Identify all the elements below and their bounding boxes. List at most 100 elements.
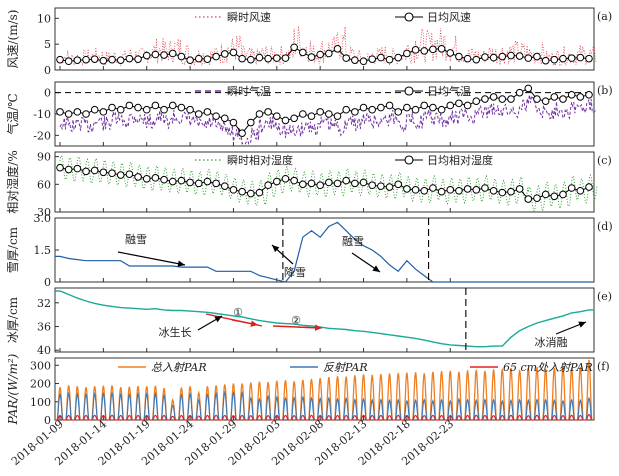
temp-daily-point: [455, 99, 463, 108]
rh-daily-point: [238, 187, 246, 196]
temp-daily-point: [507, 95, 515, 103]
rh-daily-point: [264, 181, 272, 190]
wind-daily-point: [203, 55, 212, 63]
temp-daily-point: [351, 108, 359, 116]
ice-melt-arrow-head: [578, 321, 586, 328]
temp-daily-point: [82, 110, 90, 118]
legend-f-1-label: 总入射PAR: [151, 361, 207, 374]
snow-melt-label-2: 融雪: [342, 235, 364, 248]
ice-phase-1-arrow-head: [250, 320, 258, 327]
temp-daily-point: [576, 93, 585, 101]
wind-daily-point: [220, 50, 229, 58]
temp-instant-line: [59, 94, 597, 145]
wind-daily-point: [168, 49, 177, 58]
temp-daily-point: [125, 101, 134, 110]
legend-c-daily-label: 日均相对湿度: [427, 153, 493, 167]
panel-b-ytick-label: -10: [33, 108, 51, 121]
snow-melt-arrow-2-head: [372, 265, 380, 272]
rh-daily-point: [446, 186, 455, 194]
legend-a-instant-label: 瞬时风速: [227, 11, 271, 24]
panel-c-ytick-label: 30: [37, 206, 51, 219]
temp-daily-point: [177, 103, 186, 112]
rh-daily-point: [429, 184, 437, 192]
wind-daily-point: [403, 49, 411, 58]
wind-daily-point: [99, 56, 108, 65]
wind-daily-point: [325, 49, 333, 58]
wind-daily-point: [64, 57, 73, 66]
wind-daily-point: [264, 54, 272, 63]
wind-daily-point: [316, 50, 324, 59]
snow-melt-label-1: 融雪: [125, 233, 147, 246]
snowfall-label: 降雪: [284, 265, 306, 279]
temp-daily-point: [385, 101, 394, 110]
rh-daily-point: [515, 185, 524, 193]
temp-daily-point: [420, 101, 429, 110]
temp-daily-point: [446, 101, 455, 110]
panel-b-ytick-label: -20: [33, 129, 51, 142]
rh-daily-point: [229, 186, 238, 194]
wind-daily-point: [342, 54, 350, 62]
wind-daily-point: [238, 54, 246, 63]
temp-daily-point: [463, 101, 472, 110]
panel-f-letter: (f): [597, 360, 610, 373]
wind-daily-point: [108, 55, 116, 64]
wind-daily-point: [82, 55, 90, 64]
panel-c-ytick-label: 90: [37, 151, 51, 164]
rh-daily-point: [273, 177, 281, 186]
panel-e-frame: [54, 287, 595, 353]
rh-daily-point: [56, 163, 64, 172]
wind-daily-point: [255, 53, 264, 62]
rh-daily-point: [220, 182, 229, 190]
temp-daily-point: [394, 108, 403, 116]
wind-daily-point: [498, 52, 507, 61]
rh-daily-point: [403, 185, 411, 193]
rh-daily-point: [99, 168, 108, 177]
panel-b-frame: [54, 81, 595, 147]
temp-daily-point: [411, 105, 420, 114]
rh-daily-point: [134, 173, 142, 181]
rh-daily-point: [489, 186, 498, 195]
wind-daily-point: [90, 55, 99, 63]
wind-daily-point: [333, 45, 342, 53]
temp-daily-point: [541, 97, 550, 105]
rh-daily-point: [455, 186, 463, 195]
rh-daily-point: [559, 190, 567, 199]
temp-daily-point: [333, 112, 342, 120]
temp-daily-point: [99, 108, 108, 116]
rh-daily-point: [73, 164, 82, 173]
wind-daily-point: [585, 54, 593, 63]
ice-phase-2-label: ②: [291, 314, 301, 327]
wind-daily-point: [377, 53, 385, 62]
temp-daily-point: [186, 105, 194, 114]
wind-daily-point: [411, 46, 420, 54]
rh-daily-point: [541, 190, 550, 199]
rh-daily-point: [177, 176, 186, 185]
panel-f-ylabel: PAR/(W/m²): [6, 353, 20, 425]
temp-daily-point: [342, 105, 350, 114]
temp-daily-point: [116, 105, 125, 114]
panel-e-ytick-label: 36: [37, 321, 51, 334]
wind-daily-point: [246, 55, 255, 64]
temp-daily-point: [429, 103, 437, 112]
rh-daily-point: [377, 182, 385, 190]
panel-a-letter: (a): [597, 10, 612, 23]
wind-daily-point: [212, 52, 220, 61]
panel-a-frame: [54, 7, 595, 71]
wind-daily-point: [455, 52, 463, 61]
wind-daily-point: [73, 56, 82, 64]
wind-daily-point: [481, 53, 489, 61]
rh-daily-point: [420, 186, 429, 195]
temp-daily-point: [472, 97, 481, 105]
wind-daily-point: [507, 51, 515, 60]
temp-daily-point: [515, 88, 524, 97]
legend-b-daily-swatch-marker: [404, 86, 414, 96]
wind-daily-point: [229, 48, 238, 57]
rh-daily-point: [385, 183, 394, 191]
rh-daily-point: [203, 177, 212, 186]
legend-a-daily-label: 日均风速: [427, 11, 471, 24]
ice-growth-arrow-head: [214, 316, 222, 323]
wind-daily-point: [541, 56, 550, 65]
temp-daily-point: [368, 105, 376, 114]
temp-daily-point: [73, 108, 82, 116]
